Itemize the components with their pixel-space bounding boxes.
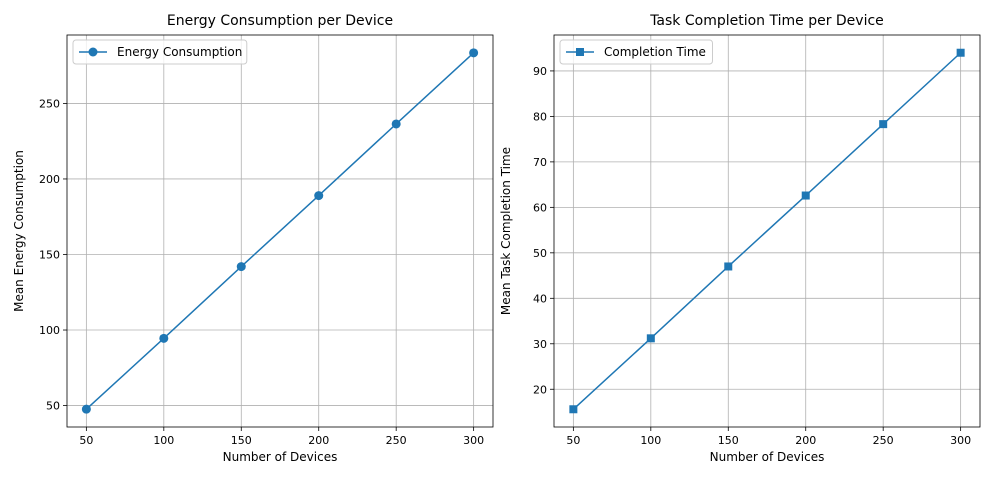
plot-frame [66, 34, 494, 428]
x-tick-label: 100 [640, 434, 661, 447]
x-tick-label: 150 [718, 434, 739, 447]
data-point [646, 334, 655, 343]
ticks: 50 100 150 200 250 300 50 100 150 200 250 [39, 97, 484, 447]
data-point [391, 119, 401, 129]
chart-title: Task Completion Time per Device [649, 13, 884, 29]
x-tick-label: 50 [566, 434, 580, 447]
ticks: 50 100 150 200 250 300 20 30 40 50 60 70 80 90 [533, 65, 971, 447]
legend: Energy Consumption [72, 39, 248, 65]
x-tick-label: 250 [873, 434, 894, 447]
x-axis-label: Number of Devices [223, 450, 338, 464]
series-line [569, 48, 965, 414]
series-line [81, 48, 479, 414]
legend: Completion Time [559, 39, 713, 65]
y-tick-label: 200 [39, 173, 60, 186]
y-tick-label: 40 [533, 292, 547, 305]
data-point [569, 405, 578, 414]
x-tick-label: 100 [153, 434, 174, 447]
data-point [81, 404, 91, 414]
series-path [572, 52, 962, 410]
data-point [956, 48, 965, 57]
y-tick-label: 90 [533, 65, 547, 78]
grid [554, 35, 980, 427]
data-point [236, 262, 246, 272]
x-tick-label: 300 [463, 434, 484, 447]
y-tick-label: 50 [46, 400, 60, 413]
y-tick-label: 150 [39, 248, 60, 261]
y-tick-label: 20 [533, 383, 547, 396]
chart-title: Energy Consumption per Device [167, 13, 393, 29]
data-point [314, 191, 324, 201]
series-path [85, 52, 475, 410]
y-tick-label: 30 [533, 338, 547, 351]
plot-frame [553, 34, 981, 428]
y-axis-label: Mean Energy Consumption [12, 150, 26, 312]
y-axis-label: Mean Task Completion Time [499, 147, 513, 315]
legend-box [559, 39, 713, 65]
y-tick-label: 250 [39, 97, 60, 110]
x-tick-label: 300 [950, 434, 971, 447]
x-tick-label: 200 [308, 434, 329, 447]
y-tick-label: 70 [533, 156, 547, 169]
y-tick-label: 80 [533, 110, 547, 123]
x-tick-label: 150 [231, 434, 252, 447]
data-point [879, 120, 888, 129]
x-tick-label: 50 [79, 434, 93, 447]
chart-1: 50 100 150 200 250 300 50 100 150 200 250 Energy Co… [12, 13, 494, 464]
data-point [469, 48, 479, 58]
chart-2: 50 100 150 200 250 300 20 30 40 50 60 70 80 90 Task Co… [499, 13, 981, 464]
legend-marker [576, 48, 584, 56]
grid [67, 35, 493, 427]
data-point [724, 262, 733, 271]
legend-marker [88, 47, 98, 57]
x-tick-label: 200 [795, 434, 816, 447]
x-tick-label: 250 [386, 434, 407, 447]
y-tick-label: 50 [533, 247, 547, 260]
data-point [159, 333, 169, 343]
x-axis-label: Number of Devices [710, 450, 825, 464]
legend-label: Energy Consumption [117, 45, 242, 59]
data-point [801, 191, 810, 200]
y-tick-label: 60 [533, 201, 547, 214]
y-tick-label: 100 [39, 324, 60, 337]
legend-box [72, 39, 248, 65]
legend-label: Completion Time [604, 45, 706, 59]
